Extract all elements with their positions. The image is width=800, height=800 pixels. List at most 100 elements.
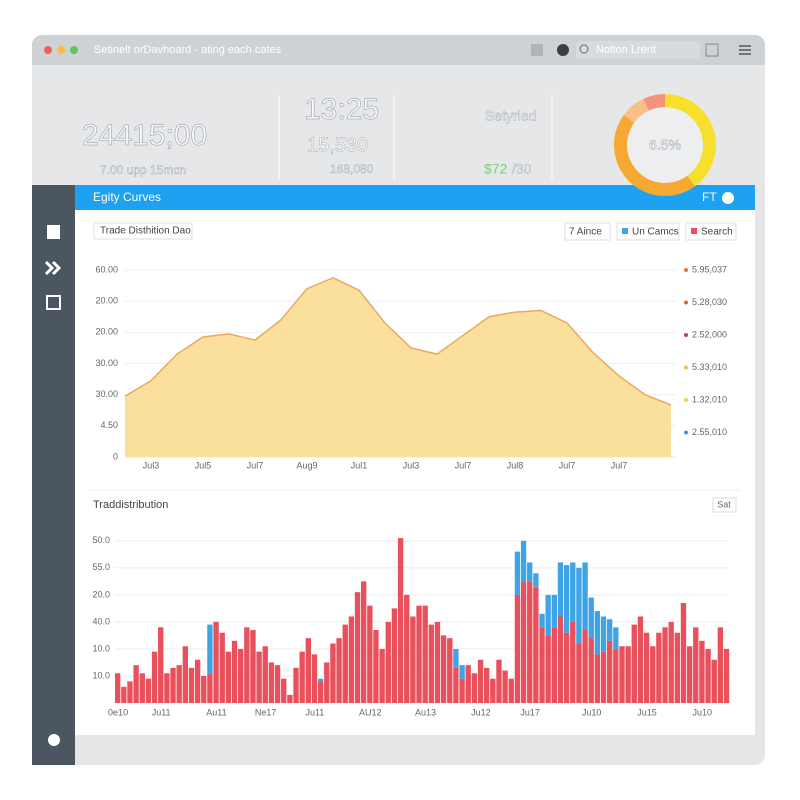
stat-sub: 15,530 <box>307 134 368 156</box>
sidebar-corner <box>32 750 75 765</box>
bar <box>250 630 256 703</box>
y-tick-label: 10.0 <box>92 643 110 653</box>
nav-icon[interactable] <box>46 295 61 310</box>
bar <box>330 643 336 703</box>
bar <box>656 632 662 703</box>
bar <box>471 673 478 703</box>
bar <box>594 654 601 703</box>
search-icon <box>579 44 589 54</box>
icon[interactable] <box>705 43 719 57</box>
bar <box>434 621 441 703</box>
bar <box>404 594 410 703</box>
bar <box>453 667 459 703</box>
bar <box>207 673 213 703</box>
button-label: Un Camcs <box>632 227 679 238</box>
minimize-button[interactable] <box>57 46 65 54</box>
bar <box>668 621 674 703</box>
filter-button[interactable] <box>685 222 737 241</box>
bar <box>182 646 188 703</box>
bar <box>570 562 576 622</box>
maximize-button[interactable] <box>70 46 78 54</box>
donut-slice <box>623 98 649 123</box>
button-label: Search <box>701 227 733 238</box>
close-button[interactable] <box>44 46 52 54</box>
y-tick-label: 30.00 <box>95 389 118 399</box>
x-tick-label: Au13 <box>415 707 436 717</box>
x-tick-label: Ju17 <box>520 707 540 717</box>
stat-value: 13:25 <box>304 93 379 126</box>
menu-icon[interactable] <box>739 45 751 55</box>
bar <box>410 616 416 703</box>
bar <box>176 665 182 703</box>
legend-dot <box>684 300 688 305</box>
bar <box>588 638 594 703</box>
bar <box>348 616 355 703</box>
bar <box>219 632 225 703</box>
bar <box>557 616 564 703</box>
window-title: Setinelt orDavhoard - ating each cates <box>94 44 282 56</box>
filter-button[interactable] <box>616 222 680 241</box>
icon[interactable] <box>531 44 543 56</box>
bar <box>545 635 551 703</box>
nav-icon[interactable] <box>44 260 62 276</box>
x-tick-label: Ne17 <box>255 707 277 717</box>
bar <box>662 627 668 703</box>
bar <box>693 627 699 703</box>
button[interactable] <box>712 497 737 513</box>
x-tick-label: Au11 <box>206 707 226 717</box>
toggle[interactable] <box>722 192 734 204</box>
bar <box>440 635 447 703</box>
bar <box>453 648 459 668</box>
bar <box>705 648 711 703</box>
bar <box>324 662 330 703</box>
bar <box>613 627 619 649</box>
x-tick-label: Ju12 <box>471 707 491 717</box>
search-box[interactable] <box>576 41 700 59</box>
legend-label: 2.52,000 <box>692 329 727 339</box>
x-tick-label: Aug9 <box>296 460 317 470</box>
stat-value: 24415;00 <box>82 119 207 152</box>
bar <box>680 602 687 703</box>
bar <box>490 678 496 703</box>
bar <box>588 597 594 639</box>
stat-sub: /30 <box>512 161 532 177</box>
y-tick-label: 0 <box>113 451 118 461</box>
bar <box>631 624 637 703</box>
bar <box>551 627 557 703</box>
chart-title: Traddistribution <box>93 499 168 511</box>
bar <box>520 540 527 582</box>
y-tick-label: 40.0 <box>92 616 110 626</box>
bar <box>428 624 434 703</box>
stat-sub: 7.00 upp 15mcn <box>100 163 186 177</box>
bar <box>613 648 619 703</box>
avatar[interactable] <box>557 44 569 56</box>
bar <box>317 681 324 703</box>
y-tick-label: 20.00 <box>95 296 118 306</box>
filter-button[interactable] <box>564 222 611 241</box>
bar <box>305 638 311 703</box>
bar <box>582 630 588 703</box>
bar <box>459 665 465 679</box>
bar <box>385 621 391 703</box>
label-box <box>93 222 193 240</box>
donut-slice <box>643 94 665 111</box>
y-tick-label: 4.50 <box>100 420 118 430</box>
nav-icon[interactable] <box>48 734 60 746</box>
x-tick-label: Ju15 <box>637 707 657 717</box>
stat-value: $72 <box>484 161 508 177</box>
bar <box>268 662 275 703</box>
bar <box>354 592 361 703</box>
chart-label: Trade Disthition Dao <box>100 226 191 237</box>
x-tick-label: AU12 <box>359 707 382 717</box>
y-tick-label: 55.0 <box>92 562 110 572</box>
x-tick-label: Ju11 <box>305 707 324 717</box>
bar <box>496 659 502 703</box>
nav-icon[interactable] <box>47 225 60 239</box>
bar <box>557 562 564 617</box>
bar <box>145 678 152 703</box>
bar <box>502 670 508 703</box>
bar <box>281 678 287 703</box>
area <box>125 277 671 457</box>
bar <box>139 673 145 703</box>
